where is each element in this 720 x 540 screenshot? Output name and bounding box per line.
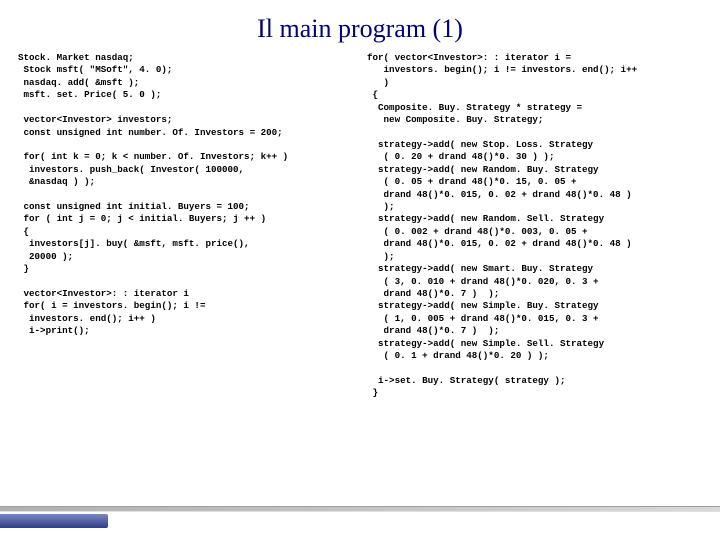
slide-title: Il main program (1) (0, 0, 720, 52)
footer-divider (0, 506, 720, 512)
code-content: Stock. Market nasdaq; Stock msft( "MSoft… (0, 52, 720, 400)
right-code-column: for( vector<Investor>: : iterator i = in… (367, 52, 702, 400)
left-code-column: Stock. Market nasdaq; Stock msft( "MSoft… (18, 52, 353, 400)
footer-accent (0, 514, 108, 528)
